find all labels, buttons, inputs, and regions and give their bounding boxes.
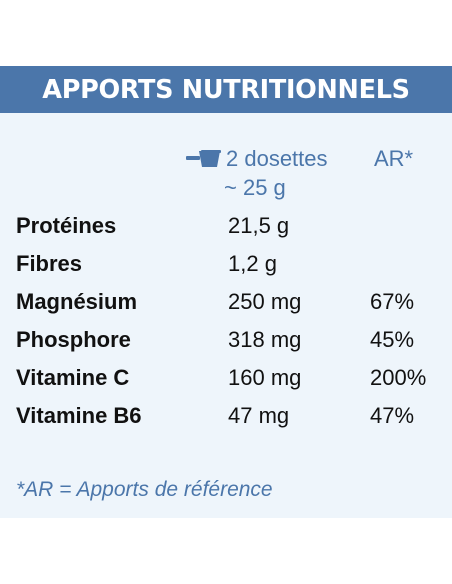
serving-quantity: 2 dosettes	[226, 146, 328, 171]
table-row: Fibres 1,2 g	[0, 249, 452, 279]
nutrient-name: Fibres	[16, 251, 83, 276]
footnote: *AR = Apports de référence	[16, 478, 273, 501]
nutrient-ar: 200%	[370, 365, 427, 390]
scoop-icon	[186, 149, 221, 167]
table-row: Phosphore 318 mg 45%	[0, 325, 452, 355]
serving-weight: ~ 25 g	[224, 175, 286, 200]
table-row: Vitamine B6 47 mg 47%	[0, 401, 452, 431]
nutrient-amount: 160 mg	[228, 365, 302, 390]
nutrient-amount: 250 mg	[228, 289, 302, 314]
table-row: Vitamine C 160 mg 200%	[0, 363, 452, 393]
nutrient-name: Protéines	[16, 213, 117, 238]
nutrient-ar: 45%	[370, 327, 415, 352]
nutrient-name: Vitamine B6	[16, 403, 142, 428]
nutrient-name: Phosphore	[16, 327, 131, 352]
table-row: Protéines 21,5 g	[0, 211, 452, 241]
nutrient-amount: 47 mg	[228, 403, 290, 428]
nutrition-panel: APPORTS NUTRITIONNELS 2 dosettes ~ 25 g …	[0, 66, 452, 518]
panel-title: APPORTS NUTRITIONNELS	[42, 74, 410, 105]
nutrient-amount: 21,5 g	[228, 213, 290, 238]
table-row: Magnésium 250 mg 67%	[0, 287, 452, 317]
nutrient-ar: 47%	[370, 403, 415, 428]
nutrient-name: Magnésium	[16, 289, 138, 314]
nutrient-name: Vitamine C	[16, 365, 130, 390]
nutrient-ar: 67%	[370, 289, 415, 314]
panel-header: APPORTS NUTRITIONNELS	[0, 66, 452, 113]
nutrient-amount: 1,2 g	[228, 251, 277, 276]
ar-column-header: AR*	[374, 146, 414, 171]
serving-size: 2 dosettes ~ 25 g	[186, 144, 351, 202]
serving-line: 2 dosettes	[186, 144, 351, 173]
nutrient-amount: 318 mg	[228, 327, 302, 352]
